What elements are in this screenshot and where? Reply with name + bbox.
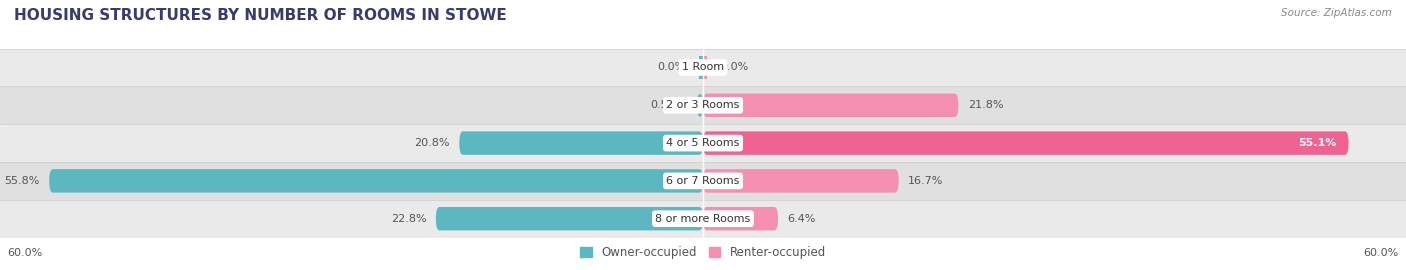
- Text: 20.8%: 20.8%: [415, 138, 450, 148]
- FancyBboxPatch shape: [436, 207, 703, 230]
- Bar: [0, 200, 1406, 238]
- Text: 6 or 7 Rooms: 6 or 7 Rooms: [666, 176, 740, 186]
- Text: HOUSING STRUCTURES BY NUMBER OF ROOMS IN STOWE: HOUSING STRUCTURES BY NUMBER OF ROOMS IN…: [14, 8, 506, 23]
- FancyBboxPatch shape: [703, 169, 898, 193]
- Text: 0.0%: 0.0%: [657, 62, 686, 73]
- Text: 4 or 5 Rooms: 4 or 5 Rooms: [666, 138, 740, 148]
- FancyBboxPatch shape: [697, 94, 703, 117]
- Text: 1 Room: 1 Room: [682, 62, 724, 73]
- FancyBboxPatch shape: [703, 207, 778, 230]
- Text: 8 or more Rooms: 8 or more Rooms: [655, 214, 751, 224]
- Text: Source: ZipAtlas.com: Source: ZipAtlas.com: [1281, 8, 1392, 18]
- Bar: [0, 86, 1406, 124]
- FancyBboxPatch shape: [460, 131, 703, 155]
- Text: 55.1%: 55.1%: [1299, 138, 1337, 148]
- Text: 55.8%: 55.8%: [4, 176, 39, 186]
- Text: 0.0%: 0.0%: [721, 62, 749, 73]
- Bar: [0, 124, 1406, 162]
- FancyBboxPatch shape: [703, 94, 959, 117]
- Text: 22.8%: 22.8%: [391, 214, 426, 224]
- Legend: Owner-occupied, Renter-occupied: Owner-occupied, Renter-occupied: [575, 242, 831, 264]
- Bar: [703, 56, 707, 79]
- Text: 21.8%: 21.8%: [967, 100, 1004, 110]
- Bar: [0, 49, 1406, 86]
- FancyBboxPatch shape: [49, 169, 703, 193]
- Text: 60.0%: 60.0%: [7, 248, 42, 258]
- Bar: [0, 162, 1406, 200]
- Text: 60.0%: 60.0%: [1364, 248, 1399, 258]
- FancyBboxPatch shape: [703, 131, 1348, 155]
- Text: 16.7%: 16.7%: [908, 176, 943, 186]
- Text: 2 or 3 Rooms: 2 or 3 Rooms: [666, 100, 740, 110]
- Bar: [700, 56, 703, 79]
- Text: 6.4%: 6.4%: [787, 214, 815, 224]
- Text: 0.52%: 0.52%: [650, 100, 686, 110]
